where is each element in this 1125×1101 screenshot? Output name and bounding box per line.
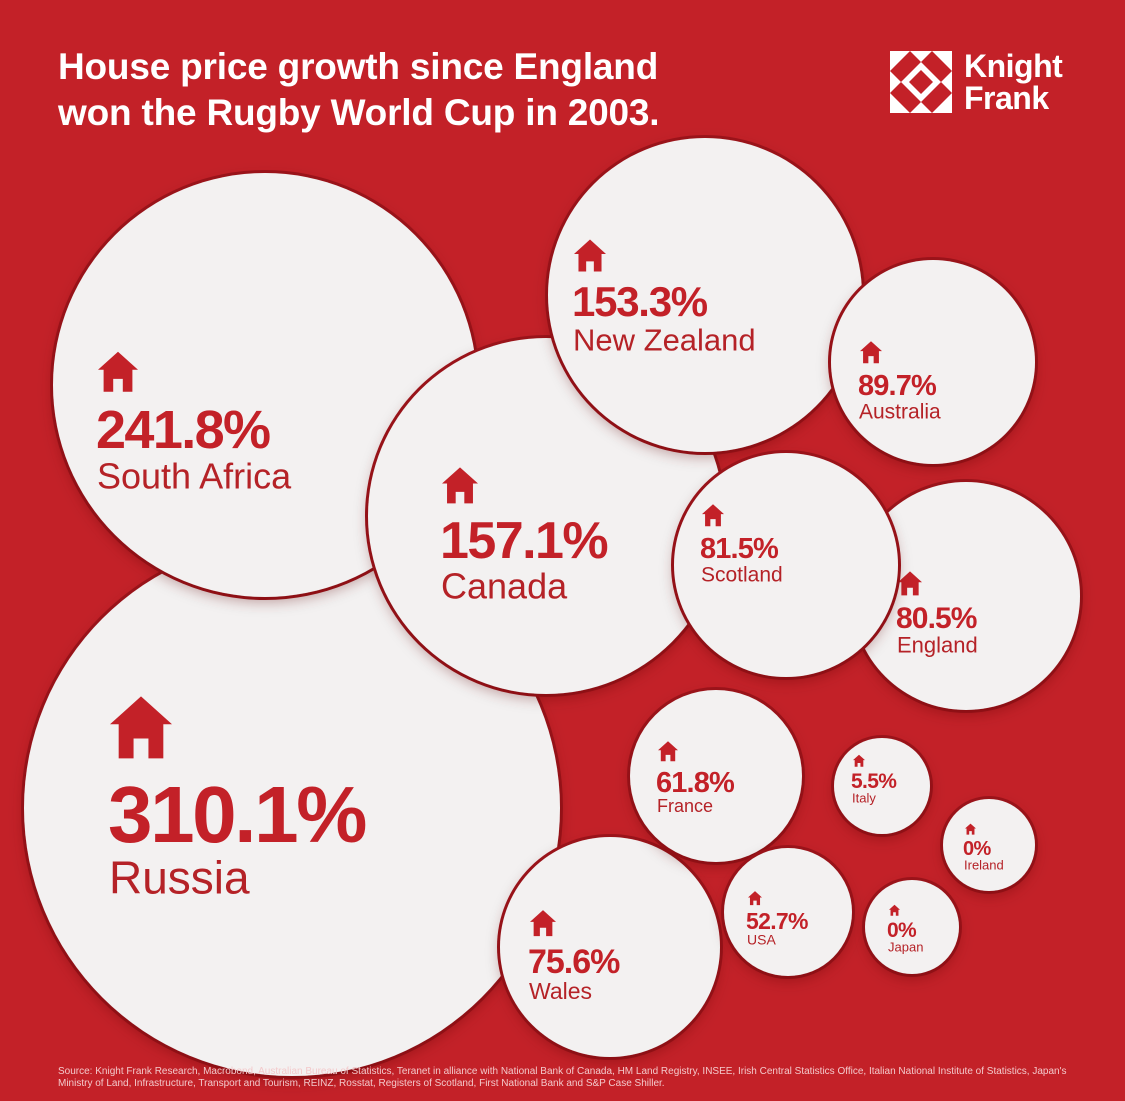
country-label-australia: Australia	[859, 401, 941, 424]
country-label-japan: Japan	[888, 940, 923, 955]
source-note: Source: Knight Frank Research, Macrobond…	[58, 1066, 1067, 1089]
country-label-canada: Canada	[441, 565, 568, 606]
house-icon-scotland	[702, 504, 724, 527]
knight-frank-logo-icon	[890, 51, 952, 113]
bubble-france: 61.8%France	[627, 687, 805, 865]
bubble-scotland: 81.5%Scotland	[671, 450, 901, 680]
value-label-australia: 89.7%	[858, 370, 937, 402]
bubble-australia: 89.7%Australia	[828, 257, 1038, 467]
house-icon-italy	[853, 754, 865, 767]
country-label-scotland: Scotland	[701, 564, 783, 587]
value-label-france: 61.8%	[656, 767, 735, 799]
value-label-wales: 75.6%	[528, 943, 620, 981]
bubble-usa: 52.7%USA	[721, 845, 855, 979]
bubble-circle-england	[852, 482, 1080, 710]
bubble-circle-scotland	[674, 453, 898, 677]
bubble-ireland: 0%Ireland	[940, 796, 1038, 894]
bubble-england: 80.5%England	[849, 479, 1083, 713]
house-icon-canada	[442, 467, 478, 504]
bubble-circle-russia	[24, 540, 560, 1076]
bubble-circle-japan	[865, 880, 959, 974]
value-label-south-africa: 241.8%	[96, 400, 270, 460]
country-label-wales: Wales	[529, 978, 592, 1004]
value-label-italy: 5.5%	[851, 770, 897, 793]
bubble-circle-new-zealand	[548, 138, 862, 452]
country-label-usa: USA	[747, 932, 776, 948]
house-icon-russia	[110, 696, 172, 759]
chart-title-line-2: won the Rugby World Cup in 2003.	[58, 92, 660, 133]
value-label-new-zealand: 153.3%	[572, 278, 708, 325]
country-label-france: France	[657, 796, 713, 816]
value-label-canada: 157.1%	[440, 512, 607, 570]
chart-title: House price growth since England won the…	[58, 44, 660, 136]
country-label-ireland: Ireland	[964, 858, 1004, 873]
value-label-scotland: 81.5%	[700, 533, 779, 565]
bubble-japan: 0%Japan	[862, 877, 962, 977]
logo-word-knight: Knight	[964, 48, 1063, 84]
knight-frank-logo: Knight Frank	[890, 48, 1063, 116]
house-icon-france	[658, 741, 678, 762]
bubble-wales: 75.6%Wales	[497, 834, 723, 1060]
house-icon-england	[898, 571, 922, 596]
house-icon-japan	[889, 904, 900, 916]
country-label-south-africa: South Africa	[97, 455, 292, 496]
bubble-circle-ireland	[943, 799, 1035, 891]
value-label-ireland: 0%	[963, 838, 992, 860]
bubble-new-zealand: 153.3%New Zealand	[545, 135, 865, 455]
bubble-russia: 310.1%Russia	[21, 537, 563, 1079]
bubble-circle-australia	[831, 260, 1035, 464]
house-icon-usa	[748, 891, 762, 906]
value-label-usa: 52.7%	[746, 908, 808, 934]
value-label-japan: 0%	[887, 919, 917, 942]
chart-title-line-1: House price growth since England	[58, 46, 659, 87]
house-icon-ireland	[965, 823, 976, 835]
house-icon-wales	[530, 910, 556, 937]
house-icon-australia	[860, 341, 882, 364]
country-label-italy: Italy	[852, 791, 876, 806]
bubble-italy: 5.5%Italy	[831, 735, 933, 837]
value-label-russia: 310.1%	[108, 770, 366, 859]
country-label-new-zealand: New Zealand	[573, 323, 756, 358]
logo-word-frank: Frank	[964, 80, 1049, 116]
value-label-england: 80.5%	[896, 602, 977, 635]
house-icon-south-africa	[98, 351, 138, 392]
house-icon-new-zealand	[574, 239, 606, 272]
country-label-russia: Russia	[109, 852, 250, 904]
country-label-england: England	[897, 633, 978, 658]
bubble-circle-wales	[500, 837, 720, 1057]
bubble-circle-usa	[724, 848, 852, 976]
bubble-circle-france	[630, 690, 802, 862]
